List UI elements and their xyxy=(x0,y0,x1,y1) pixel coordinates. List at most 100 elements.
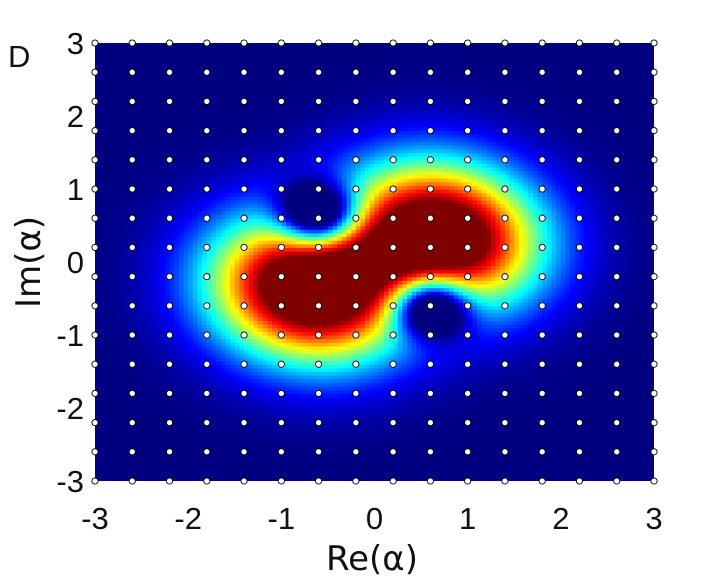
heatmap-cell xyxy=(141,316,147,321)
heatmap-cell xyxy=(230,156,236,161)
heatmap-cell xyxy=(132,400,138,405)
heatmap-cell xyxy=(262,265,268,270)
heatmap-cell xyxy=(132,203,138,208)
heatmap-cell xyxy=(146,189,152,194)
heatmap-cell xyxy=(160,269,166,274)
heatmap-cell xyxy=(192,455,199,460)
heatmap-cell xyxy=(220,316,227,321)
heatmap-cell xyxy=(113,229,119,234)
heatmap-cell xyxy=(174,302,180,307)
heatmap-cell xyxy=(160,167,166,172)
heatmap-cell xyxy=(220,411,227,416)
heatmap-cell xyxy=(202,426,208,431)
heatmap-cell xyxy=(267,123,273,128)
heatmap-cell xyxy=(230,207,236,212)
heatmap-cell xyxy=(192,119,199,124)
heatmap-cell xyxy=(211,174,217,179)
heatmap-cell xyxy=(262,433,268,438)
heatmap-cell xyxy=(146,163,152,168)
heatmap-cell xyxy=(99,389,105,394)
heatmap-cell xyxy=(113,378,119,384)
heatmap-cell xyxy=(122,243,129,248)
heatmap-cell xyxy=(267,214,273,219)
heatmap-cell xyxy=(122,444,129,449)
heatmap-cell xyxy=(155,210,161,216)
heatmap-cell xyxy=(169,433,175,438)
heatmap-cell xyxy=(99,327,105,332)
heatmap-cell xyxy=(150,451,157,457)
heatmap-cell xyxy=(188,105,194,110)
heatmap-cell xyxy=(127,459,133,464)
heatmap-cell xyxy=(220,61,227,66)
heatmap-cell xyxy=(95,473,101,478)
heatmap-cell xyxy=(155,393,161,398)
heatmap-cell xyxy=(183,196,189,201)
heatmap-cell xyxy=(248,397,254,402)
heatmap-cell xyxy=(127,181,133,186)
heatmap-cell xyxy=(141,364,147,369)
heatmap-cell xyxy=(253,426,259,431)
heatmap-cell xyxy=(188,134,194,139)
heatmap-cell xyxy=(248,455,254,460)
heatmap-cell xyxy=(188,426,194,431)
heatmap-cell xyxy=(272,397,278,402)
heatmap-cell xyxy=(99,302,105,307)
heatmap-cell xyxy=(216,72,222,77)
heatmap-cell xyxy=(118,152,124,157)
heatmap-cell xyxy=(155,418,161,424)
heatmap-cell xyxy=(220,331,227,336)
heatmap-cell xyxy=(192,411,199,416)
heatmap-cell xyxy=(146,145,152,150)
heatmap-cell xyxy=(253,309,259,314)
heatmap-cell xyxy=(253,72,259,77)
heatmap-cell xyxy=(141,335,147,340)
heatmap-cell xyxy=(262,338,268,343)
heatmap-cell xyxy=(118,400,124,405)
heatmap-cell xyxy=(150,364,157,369)
heatmap-cell xyxy=(141,418,147,424)
heatmap-cell xyxy=(192,123,199,128)
heatmap-cell xyxy=(164,455,171,460)
heatmap-cell xyxy=(262,382,268,387)
heatmap-cell xyxy=(108,137,115,143)
heatmap-cell xyxy=(285,324,292,329)
heatmap-cell xyxy=(183,440,189,446)
heatmap-cell xyxy=(188,294,194,300)
heatmap-cell xyxy=(150,283,157,289)
heatmap-cell xyxy=(99,97,105,102)
heatmap-cell xyxy=(267,462,273,467)
heatmap-cell xyxy=(136,83,143,88)
heatmap-cell xyxy=(127,411,133,416)
heatmap-cell xyxy=(197,426,203,431)
heatmap-cell xyxy=(127,86,133,92)
heatmap-cell xyxy=(118,75,124,81)
heatmap-cell xyxy=(188,97,194,102)
heatmap-cell xyxy=(192,116,199,121)
heatmap-cell xyxy=(146,316,152,321)
heatmap-cell xyxy=(206,320,213,325)
heatmap-cell xyxy=(197,364,203,369)
heatmap-cell xyxy=(206,386,213,391)
heatmap-cell xyxy=(248,167,254,172)
heatmap-cell xyxy=(202,444,208,449)
heatmap-cell xyxy=(272,448,278,453)
heatmap-cell xyxy=(197,367,203,373)
heatmap-cell xyxy=(281,298,287,303)
heatmap-cell xyxy=(272,415,278,420)
heatmap-cell xyxy=(164,123,171,128)
heatmap-cell xyxy=(281,236,287,241)
heatmap-cell xyxy=(174,53,180,59)
heatmap-cell xyxy=(192,145,199,150)
heatmap-cell xyxy=(220,90,227,95)
heatmap-cell xyxy=(146,97,152,102)
heatmap-cell xyxy=(192,349,199,354)
heatmap-cell xyxy=(95,440,101,446)
heatmap-cell xyxy=(99,75,105,81)
heatmap-cell xyxy=(169,167,175,172)
heatmap-cell xyxy=(104,254,110,259)
heatmap-cell xyxy=(253,389,259,394)
heatmap-cell xyxy=(127,196,133,201)
heatmap-cell xyxy=(197,167,203,172)
heatmap-cell xyxy=(248,345,254,351)
heatmap-cell xyxy=(262,196,268,201)
